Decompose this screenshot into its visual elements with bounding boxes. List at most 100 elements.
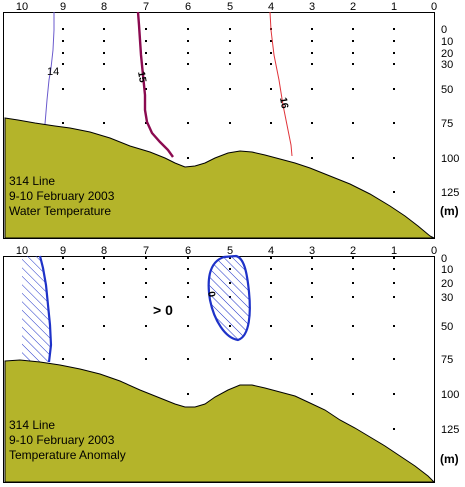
bottom-station-axis: 10 9 8 7 6 5 4 3 2 1 0	[16, 245, 437, 257]
top-sample-point	[229, 40, 231, 42]
top-sample-point	[311, 52, 313, 54]
top-station-tick-1: 1	[391, 1, 397, 13]
bottom-station-tick-3: 3	[309, 245, 315, 257]
top-caption-date: 9-10 February 2003	[9, 189, 115, 203]
top-sample-point	[270, 40, 272, 42]
bottom-caption-line: 314 Line	[9, 418, 55, 432]
top-sample-point	[311, 88, 313, 90]
bottom-sample-point	[393, 325, 395, 327]
top-sample-point	[352, 63, 354, 65]
bottom-sample-point	[62, 282, 64, 284]
top-depth-tick-100: 100	[441, 153, 459, 165]
top-sample-point	[62, 122, 64, 124]
bottom-station-tick-8: 8	[101, 245, 107, 257]
top-station-tick-8: 8	[101, 1, 107, 13]
bottom-sample-point	[393, 296, 395, 298]
top-sample-point	[393, 40, 395, 42]
top-sample-point	[229, 63, 231, 65]
bottom-sample-point	[311, 257, 313, 259]
bottom-depth-unit: (m)	[440, 452, 459, 466]
top-sample-point	[145, 63, 147, 65]
top-sample-point	[145, 122, 147, 124]
bottom-station-tick-5: 5	[227, 245, 233, 257]
isotherm-16-line	[269, 11, 293, 157]
top-seafloor	[4, 117, 435, 239]
bottom-sample-point	[187, 296, 189, 298]
bottom-depth-tick-0: 0	[441, 253, 447, 265]
bottom-sample-point	[145, 296, 147, 298]
positive-anomaly-label: > 0	[153, 302, 173, 318]
top-sample-point	[393, 122, 395, 124]
top-sample-point	[187, 88, 189, 90]
top-depth-tick-75: 75	[441, 118, 453, 130]
top-station-tick-0: 0	[431, 1, 437, 13]
contour-label-16: 16	[277, 97, 290, 110]
bottom-sample-point	[62, 358, 64, 360]
top-sample-point	[311, 122, 313, 124]
bottom-sample-point	[393, 282, 395, 284]
bottom-depth-tick-50: 50	[441, 321, 453, 333]
bottom-sample-point	[393, 257, 395, 259]
top-sample-point	[229, 52, 231, 54]
top-sample-point	[145, 40, 147, 42]
bottom-sample-point	[145, 268, 147, 270]
anomaly-region-left	[22, 256, 51, 362]
top-sample-point	[311, 28, 313, 30]
bottom-depth-axis: 010 20 30 50 75 100 125	[441, 253, 459, 436]
contour-label-0: 0	[205, 291, 217, 299]
top-sample-point	[311, 157, 313, 159]
top-sample-point	[393, 88, 395, 90]
top-sample-point	[145, 28, 147, 30]
bottom-sample-point	[270, 268, 272, 270]
top-sample-point	[352, 157, 354, 159]
bottom-sample-point	[311, 358, 313, 360]
top-sample-point	[270, 122, 272, 124]
top-sample-point	[187, 63, 189, 65]
bottom-sample-point	[352, 296, 354, 298]
top-sample-point	[352, 28, 354, 30]
bottom-station-tick-2: 2	[350, 245, 356, 257]
bottom-sample-point	[352, 257, 354, 259]
top-sample-point	[103, 28, 105, 30]
bottom-sample-point	[145, 282, 147, 284]
bottom-sample-point	[145, 257, 147, 259]
top-station-tick-4: 4	[268, 1, 274, 13]
top-sample-point	[393, 157, 395, 159]
top-sample-point	[103, 63, 105, 65]
bottom-sample-point	[62, 257, 64, 259]
bottom-sample-point	[103, 358, 105, 360]
bottom-station-tick-6: 6	[185, 245, 191, 257]
bottom-sample-point	[103, 282, 105, 284]
bottom-depth-tick-30: 30	[441, 292, 453, 304]
top-station-tick-10: 10	[16, 1, 28, 13]
bottom-depth-tick-100: 100	[441, 389, 459, 401]
bottom-sample-point	[270, 282, 272, 284]
bottom-depth-tick-125: 125	[441, 424, 459, 436]
bottom-sample-point	[352, 282, 354, 284]
top-station-tick-3: 3	[309, 1, 315, 13]
bottom-sample-point	[352, 268, 354, 270]
top-sample-point	[62, 63, 64, 65]
top-sample-point	[229, 122, 231, 124]
bottom-station-tick-9: 9	[60, 245, 66, 257]
bottom-sample-point	[62, 268, 64, 270]
top-sample-point	[62, 88, 64, 90]
bottom-sample-point	[103, 268, 105, 270]
bottom-caption-title: Temperature Anomaly	[9, 448, 126, 462]
top-station-tick-5: 5	[227, 1, 233, 13]
top-sample-points	[62, 28, 395, 193]
bottom-sample-point	[270, 325, 272, 327]
bottom-sample-point	[311, 268, 313, 270]
contour-label-14: 14	[47, 66, 59, 78]
bottom-depth-tick-10: 10	[441, 264, 453, 276]
top-sample-point	[393, 63, 395, 65]
bottom-sample-point	[352, 393, 354, 395]
bottom-station-tick-1: 1	[391, 245, 397, 257]
top-sample-point	[270, 63, 272, 65]
top-depth-tick-20: 20	[441, 48, 453, 60]
top-sample-point	[103, 122, 105, 124]
bottom-sample-point	[62, 325, 64, 327]
bottom-sample-point	[187, 393, 189, 395]
bottom-station-tick-10: 10	[16, 245, 28, 257]
